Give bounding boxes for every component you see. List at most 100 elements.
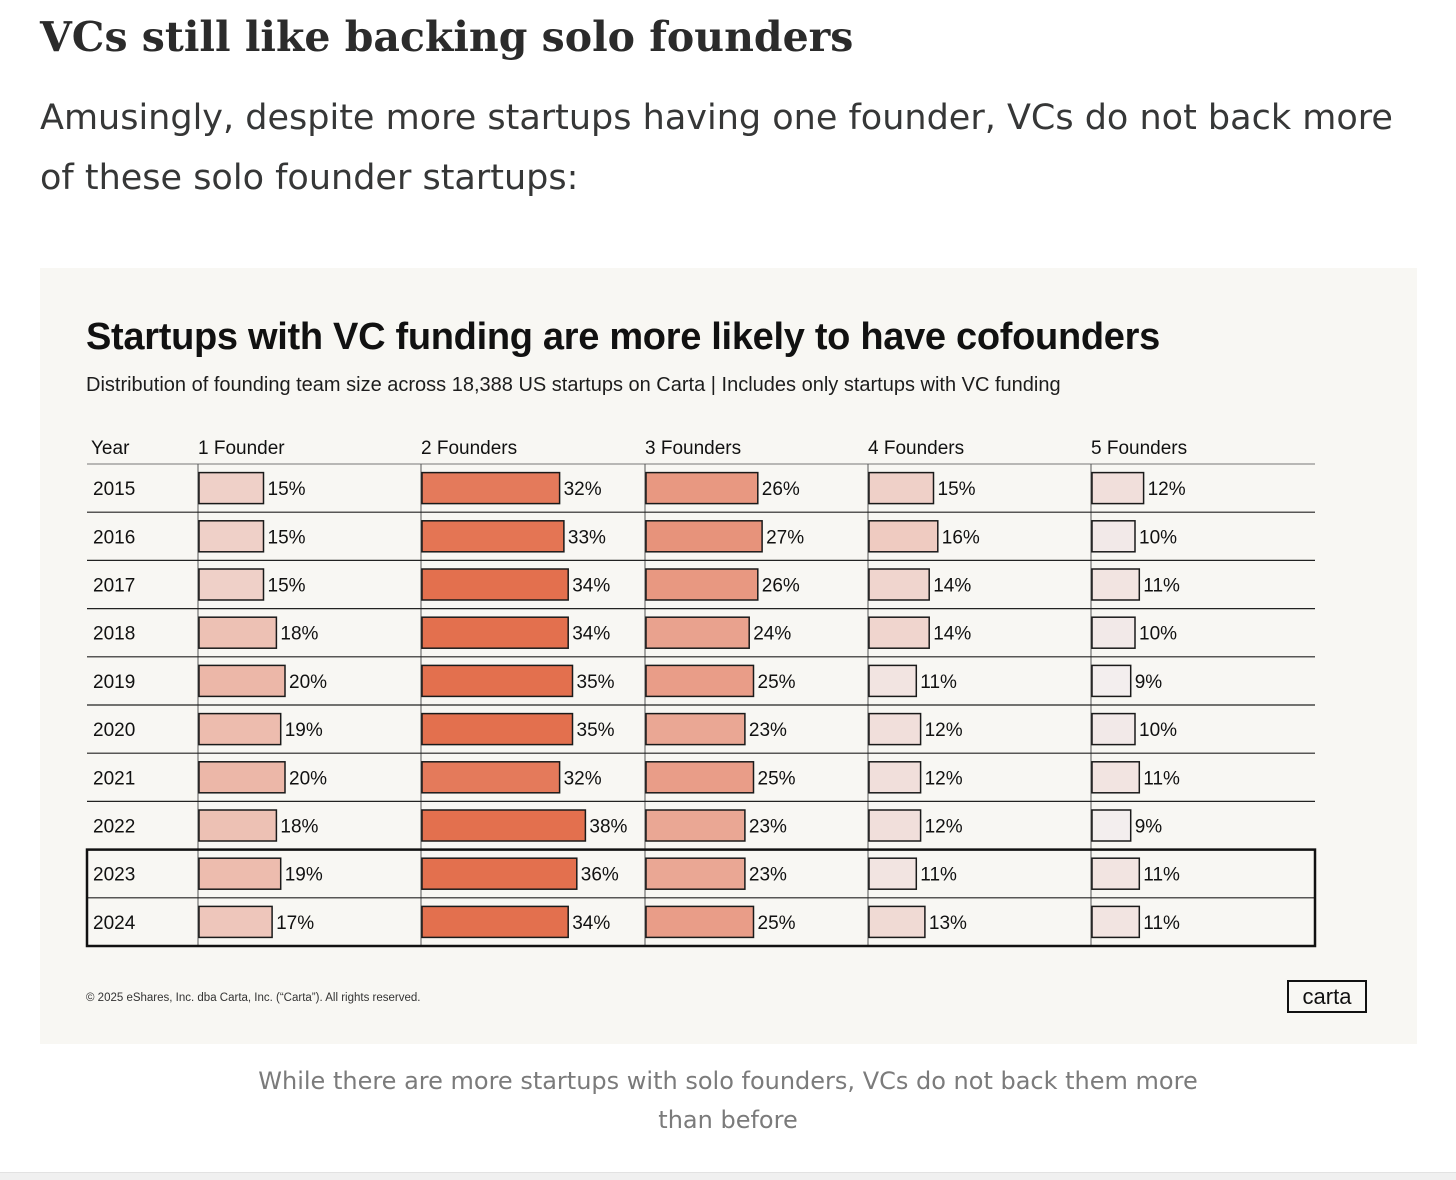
- bar-value-label: 12%: [925, 768, 963, 789]
- bar: [1091, 761, 1141, 794]
- bar: [198, 471, 265, 505]
- bar: [868, 905, 926, 939]
- bar-value-label: 15%: [268, 527, 306, 548]
- bar: [421, 664, 574, 698]
- bar: [198, 616, 278, 649]
- bar-value-label: 26%: [762, 576, 800, 597]
- bar: [421, 857, 578, 890]
- bar-value-label: 38%: [589, 817, 627, 838]
- bar: [868, 568, 930, 601]
- bar-value-label: 18%: [280, 817, 318, 838]
- bar: [1091, 712, 1136, 746]
- bar-value-label: 20%: [289, 672, 327, 693]
- bar-value-label: 9%: [1135, 817, 1163, 838]
- bar: [868, 471, 935, 505]
- column-header-1-founders: 1 Founder: [198, 438, 285, 459]
- section-heading: VCs still like backing solo founders: [40, 13, 854, 61]
- bar: [868, 520, 939, 553]
- bar-value-label: 13%: [929, 913, 967, 934]
- bar: [868, 761, 922, 794]
- bar: [645, 568, 759, 601]
- bar: [868, 809, 922, 842]
- bar-value-label: 14%: [933, 576, 971, 597]
- bar-value-label: 12%: [1148, 479, 1186, 500]
- bar-value-label: 12%: [925, 720, 963, 741]
- bar: [645, 857, 746, 890]
- bar-value-label: 35%: [577, 720, 615, 741]
- bar-value-label: 11%: [1143, 865, 1180, 886]
- year-label: 2023: [93, 865, 135, 886]
- bar-value-label: 32%: [564, 768, 602, 789]
- column-header-2-founders: 2 Founders: [421, 438, 517, 459]
- bar: [1091, 471, 1145, 505]
- figure-caption: While there are more startups with solo …: [258, 1067, 1198, 1134]
- bar-value-label: 33%: [568, 527, 606, 548]
- bar: [1091, 520, 1136, 553]
- bar-value-label: 11%: [920, 672, 957, 693]
- bar-value-label: 34%: [572, 576, 610, 597]
- year-label: 2019: [93, 672, 135, 693]
- bar-value-label: 11%: [1143, 576, 1180, 597]
- bar: [198, 857, 282, 890]
- bar: [868, 712, 922, 746]
- bar: [645, 712, 746, 746]
- bar: [421, 616, 569, 649]
- bar-value-label: 24%: [753, 624, 791, 645]
- bar-value-label: 34%: [572, 624, 610, 645]
- bar-value-label: 16%: [942, 527, 980, 548]
- bar-value-label: 36%: [581, 865, 619, 886]
- chart-figure: Startups with VC funding are more likely…: [40, 268, 1417, 1044]
- bar: [1091, 809, 1132, 842]
- bar: [868, 616, 930, 649]
- page-bottom-divider: [0, 1172, 1456, 1180]
- bar: [421, 905, 569, 939]
- bar: [645, 905, 755, 939]
- founders-bar-table: Year 1 Founder 2 Founders 3 Founders 4 Found…: [85, 438, 1317, 948]
- bar-value-label: 35%: [577, 672, 615, 693]
- bar-value-label: 34%: [572, 913, 610, 934]
- column-header-year: Year: [91, 438, 130, 459]
- bar: [421, 568, 569, 601]
- year-label: 2018: [93, 624, 135, 645]
- bar: [645, 664, 755, 698]
- year-label: 2016: [93, 527, 135, 548]
- bar-value-label: 9%: [1135, 672, 1163, 693]
- bar-value-label: 23%: [749, 865, 787, 886]
- bar: [198, 905, 273, 939]
- chart-title: Startups with VC funding are more likely…: [86, 316, 1160, 358]
- bar: [198, 712, 282, 746]
- bar: [198, 761, 286, 794]
- column-header-5-founders: 5 Founders: [1091, 438, 1187, 459]
- bar: [198, 664, 286, 698]
- bar-value-label: 25%: [758, 913, 796, 934]
- bar-value-label: 10%: [1139, 720, 1177, 741]
- year-label: 2022: [93, 817, 135, 838]
- bar: [1091, 905, 1141, 939]
- bar-value-label: 26%: [762, 479, 800, 500]
- bar: [421, 712, 574, 746]
- bar-value-label: 19%: [285, 720, 323, 741]
- year-label: 2020: [93, 720, 135, 741]
- bar-value-label: 15%: [268, 479, 306, 500]
- bar-value-label: 15%: [268, 576, 306, 597]
- bar-value-label: 12%: [925, 817, 963, 838]
- bar-value-label: 17%: [276, 913, 314, 934]
- bar: [1091, 664, 1132, 698]
- highlight-box: [85, 848, 1317, 948]
- bar: [198, 809, 278, 842]
- bar-value-label: 20%: [289, 768, 327, 789]
- bar-value-label: 25%: [758, 768, 796, 789]
- bar-value-label: 14%: [933, 624, 971, 645]
- bar-value-label: 25%: [758, 672, 796, 693]
- carta-logo: carta: [1287, 980, 1367, 1013]
- bar: [198, 568, 265, 601]
- year-label: 2015: [93, 479, 135, 500]
- bar-value-label: 10%: [1139, 527, 1177, 548]
- bar-value-label: 11%: [1143, 768, 1180, 789]
- bar: [645, 761, 755, 794]
- bar: [198, 520, 265, 553]
- bar: [868, 664, 918, 698]
- bar-value-label: 11%: [1143, 913, 1180, 934]
- bar: [421, 761, 561, 794]
- bar-value-label: 23%: [749, 817, 787, 838]
